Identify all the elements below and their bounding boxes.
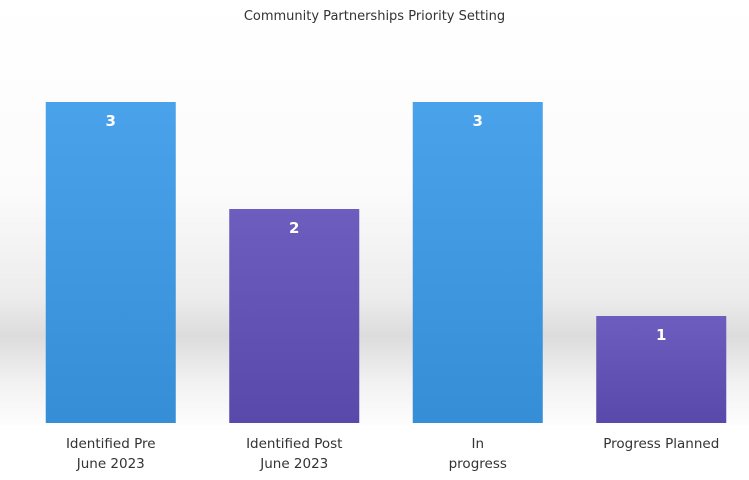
data-label: 3 [473, 112, 483, 130]
data-label: 2 [289, 219, 299, 237]
bar [229, 209, 360, 423]
data-label: 3 [106, 112, 116, 130]
data-label: 1 [656, 326, 666, 344]
x-tick-label: Identified Pre June 2023 [65, 436, 156, 472]
bar [412, 102, 543, 423]
x-tick-label: Progress Planned [603, 436, 720, 452]
chart-title: Community Partnerships Priority Setting [243, 9, 506, 24]
x-tick-label: In progress [448, 436, 507, 472]
x-tick-label: Identified Post June 2023 [246, 436, 343, 472]
bar [45, 102, 176, 423]
